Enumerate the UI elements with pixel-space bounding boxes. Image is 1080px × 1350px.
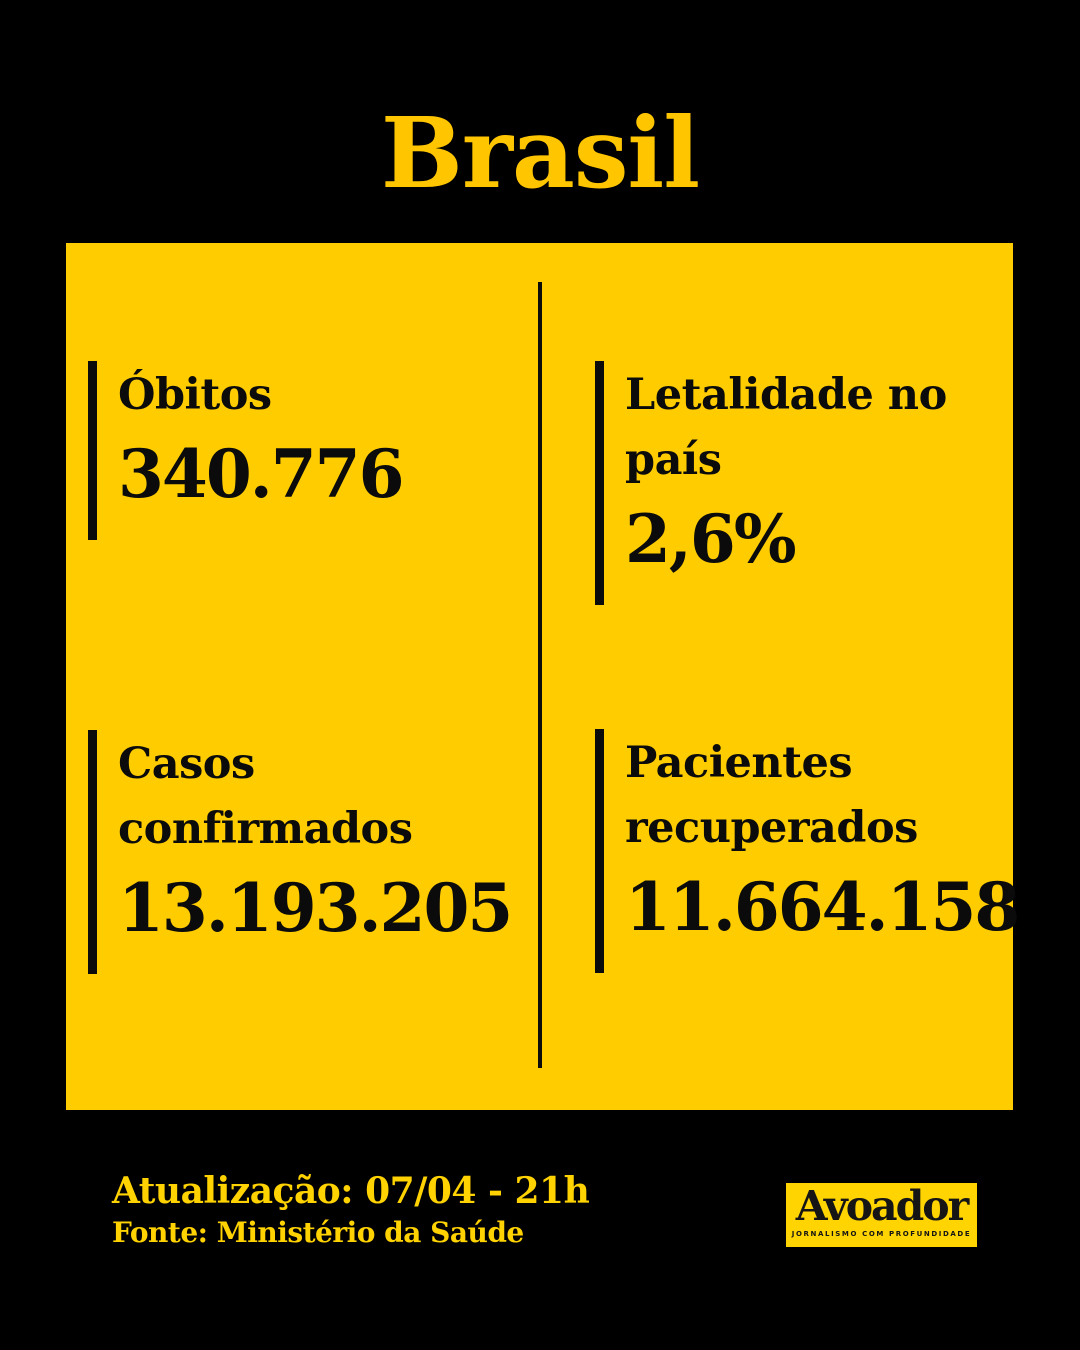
stat-accent-bar xyxy=(88,361,97,540)
update-timestamp: Atualização: 07/04 - 21h xyxy=(112,1170,590,1212)
stat-label-line: Óbitos xyxy=(118,370,272,420)
stat-value: 340.776 xyxy=(118,435,405,513)
stat-label: Letalidade no país xyxy=(625,363,947,493)
stat-fatality-rate: Letalidade no país 2,6% xyxy=(595,361,947,605)
vertical-divider xyxy=(538,282,542,1068)
data-source: Fonte: Ministério da Saúde xyxy=(112,1216,524,1249)
stat-accent-bar xyxy=(88,730,97,974)
footer: Atualização: 07/04 - 21h Fonte: Ministér… xyxy=(112,1168,590,1252)
stat-label-line: país xyxy=(625,435,722,485)
stats-card: Óbitos 340.776 Letalidade no país 2,6% C… xyxy=(66,243,1020,1110)
stat-accent-bar xyxy=(595,729,604,973)
stat-label-line: Letalidade no xyxy=(625,370,947,420)
logo-wordmark: Avoador xyxy=(795,1182,970,1230)
stat-label: Casos confirmados xyxy=(118,732,511,862)
stat-label: Pacientes recuperados xyxy=(625,731,1018,861)
stat-accent-bar xyxy=(595,361,604,605)
stat-recovered-patients: Pacientes recuperados 11.664.158 xyxy=(595,729,1020,973)
page-title: Brasil xyxy=(380,96,700,210)
stat-label-line: recuperados xyxy=(625,803,918,853)
stat-deaths: Óbitos 340.776 xyxy=(88,361,405,540)
stat-confirmed-cases: Casos confirmados 13.193.205 xyxy=(88,730,513,974)
logo-tagline: JORNALISMO COM PROFUNDIDADE xyxy=(791,1230,972,1238)
stat-value: 11.664.158 xyxy=(625,868,1020,946)
stat-value: 2,6% xyxy=(625,500,797,578)
stat-value: 13.193.205 xyxy=(118,869,513,947)
stat-label-line: Pacientes xyxy=(625,738,853,788)
stat-label: Óbitos xyxy=(118,363,403,428)
stat-label-line: Casos xyxy=(118,739,255,789)
avoador-logo: Avoador JORNALISMO COM PROFUNDIDADE xyxy=(786,1183,977,1247)
stat-label-line: confirmados xyxy=(118,804,413,854)
